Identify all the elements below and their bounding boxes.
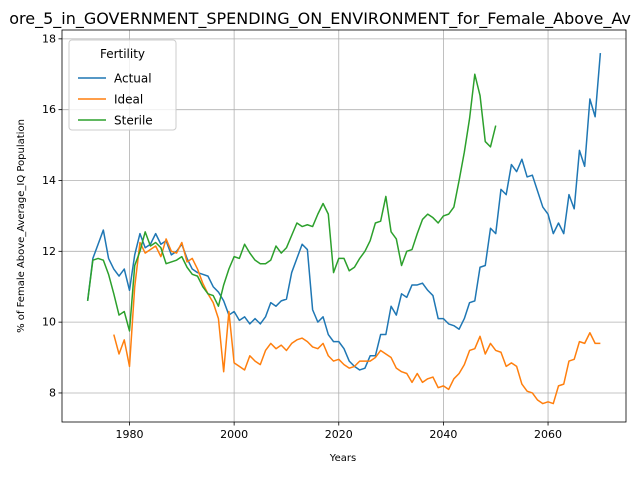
- x-tick-label: 2000: [220, 428, 248, 441]
- x-tick-label: 2060: [534, 428, 562, 441]
- y-axis-label: % of Female Above_Average_IQ Population: [16, 119, 27, 333]
- y-tick-label: 12: [42, 245, 56, 258]
- x-axis-label: Years: [329, 453, 356, 464]
- series-line: [86, 73, 497, 332]
- series-line: [113, 238, 601, 405]
- y-tick-label: 10: [42, 316, 56, 329]
- legend-label: Ideal: [114, 93, 143, 107]
- y-tick-label: 18: [42, 32, 56, 45]
- y-tick-label: 14: [42, 174, 56, 187]
- x-tick-label: 2020: [325, 428, 353, 441]
- y-tick-label: 16: [42, 103, 56, 116]
- x-tick-label: 1980: [115, 428, 143, 441]
- plot-frame: [61, 29, 627, 423]
- legend-box: [68, 39, 177, 131]
- legend-title: Fertility: [100, 47, 145, 61]
- legend-label: Sterile: [114, 114, 153, 128]
- x-tick-label: 2040: [429, 428, 457, 441]
- series-line: [86, 52, 602, 371]
- y-tick-label: 8: [49, 386, 56, 399]
- legend-label: Actual: [114, 72, 152, 86]
- chart-title: ore_5_in_GOVERNMENT_SPENDING_ON_ENVIRONM…: [9, 9, 631, 29]
